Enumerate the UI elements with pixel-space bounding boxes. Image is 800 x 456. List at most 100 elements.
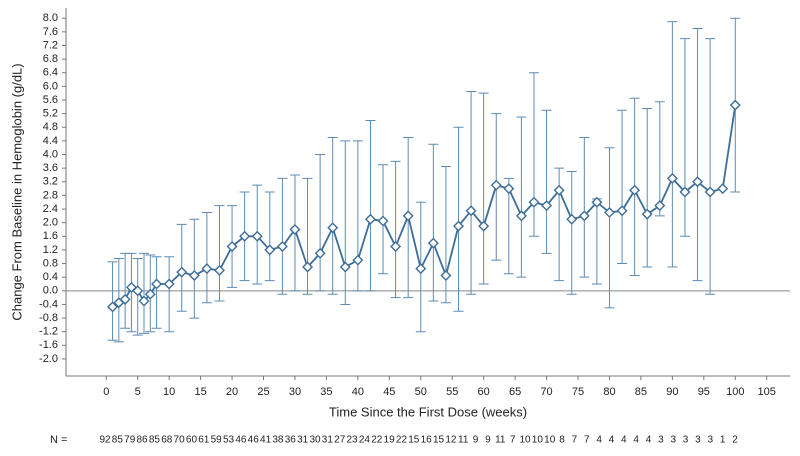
x-tick-label: 80 bbox=[603, 386, 615, 398]
n-value: 53 bbox=[223, 435, 235, 446]
n-value: 3 bbox=[683, 435, 689, 446]
data-marker bbox=[377, 215, 389, 227]
n-value: 3 bbox=[708, 435, 714, 446]
y-tick-label: 5.2 bbox=[43, 108, 58, 120]
y-tick-label: 2.8 bbox=[43, 189, 58, 201]
x-tick-label: 95 bbox=[698, 386, 710, 398]
error-bar bbox=[151, 256, 162, 329]
data-marker bbox=[440, 269, 452, 281]
data-marker bbox=[704, 186, 716, 198]
y-tick-label: -2.0 bbox=[39, 353, 58, 365]
error-bar bbox=[138, 252, 149, 334]
y-tick-label: 1.2 bbox=[43, 244, 58, 256]
error-bar bbox=[164, 256, 175, 333]
n-value: 3 bbox=[658, 435, 664, 446]
error-bar bbox=[264, 191, 275, 282]
data-marker bbox=[151, 278, 163, 290]
y-tick-label: 6.0 bbox=[43, 80, 58, 92]
x-tick-label: 65 bbox=[509, 386, 521, 398]
y-tick-label: 3.2 bbox=[43, 176, 58, 188]
error-bar bbox=[390, 160, 401, 299]
data-marker bbox=[289, 223, 301, 235]
data-marker bbox=[132, 285, 144, 297]
n-value: 19 bbox=[384, 435, 396, 446]
error-bar bbox=[428, 143, 439, 302]
n-value: 4 bbox=[596, 435, 602, 446]
error-bar bbox=[503, 177, 514, 275]
n-value: 59 bbox=[211, 435, 223, 446]
error-bar bbox=[277, 177, 288, 295]
x-tick-label: 35 bbox=[320, 386, 332, 398]
n-value: 68 bbox=[161, 435, 173, 446]
x-tick-label: 70 bbox=[540, 386, 552, 398]
y-tick-label: 6.4 bbox=[43, 67, 58, 79]
data-marker bbox=[566, 213, 578, 225]
error-bar bbox=[302, 177, 313, 295]
y-tick-label: 4.4 bbox=[43, 135, 58, 147]
x-axis-title: Time Since the First Dose (weeks) bbox=[329, 404, 527, 419]
n-value: 15 bbox=[408, 435, 420, 446]
n-value: 11 bbox=[495, 435, 506, 446]
n-value: 85 bbox=[149, 435, 161, 446]
n-value: 4 bbox=[609, 435, 615, 446]
data-marker bbox=[515, 210, 527, 222]
error-bar bbox=[579, 136, 590, 278]
data-marker bbox=[302, 261, 314, 273]
x-tick-label: 25 bbox=[257, 386, 269, 398]
n-value: 10 bbox=[519, 435, 531, 446]
n-value: 4 bbox=[633, 435, 639, 446]
error-bar bbox=[214, 205, 225, 302]
n-value: 2 bbox=[732, 435, 738, 446]
data-marker bbox=[107, 301, 119, 313]
n-value: 85 bbox=[112, 435, 124, 446]
error-bar bbox=[453, 126, 464, 312]
n-value: 31 bbox=[322, 435, 334, 446]
y-tick-label: 4.8 bbox=[43, 121, 58, 133]
n-value: 7 bbox=[510, 435, 516, 446]
x-tick-label: 75 bbox=[572, 386, 584, 398]
n-value: 30 bbox=[309, 435, 321, 446]
n-value: 79 bbox=[124, 435, 136, 446]
data-marker bbox=[327, 222, 339, 234]
data-marker bbox=[541, 200, 553, 212]
n-value: 9 bbox=[485, 435, 491, 446]
x-tick-label: 100 bbox=[726, 386, 744, 398]
n-value: 10 bbox=[532, 435, 544, 446]
data-marker bbox=[603, 206, 615, 218]
data-marker bbox=[427, 237, 439, 249]
data-marker bbox=[503, 183, 515, 195]
error-bar bbox=[132, 257, 143, 336]
n-value: 22 bbox=[396, 435, 408, 446]
error-bar bbox=[591, 198, 602, 285]
n-value: 16 bbox=[421, 435, 433, 446]
y-tick-label: 5.6 bbox=[43, 94, 58, 106]
data-marker bbox=[402, 210, 414, 222]
n-value: 4 bbox=[621, 435, 627, 446]
n-value: 41 bbox=[260, 435, 272, 446]
y-tick-label: 0.0 bbox=[43, 285, 58, 297]
data-marker bbox=[578, 210, 590, 222]
data-marker bbox=[717, 183, 729, 195]
data-marker bbox=[616, 205, 628, 217]
y-axis-title: Change From Baseline in Hemoglobin (g/dL… bbox=[9, 63, 24, 320]
n-value: 38 bbox=[272, 435, 284, 446]
n-value: 8 bbox=[559, 435, 565, 446]
error-bar bbox=[679, 38, 690, 237]
error-bar bbox=[440, 165, 451, 304]
x-tick-label: 45 bbox=[383, 386, 395, 398]
data-marker bbox=[364, 213, 376, 225]
data-marker bbox=[654, 200, 666, 212]
x-tick-label: 50 bbox=[415, 386, 427, 398]
n-value: 70 bbox=[174, 435, 186, 446]
data-marker bbox=[692, 176, 704, 188]
error-bar bbox=[516, 116, 527, 278]
error-bar bbox=[340, 140, 351, 305]
n-value: 3 bbox=[670, 435, 676, 446]
error-bar bbox=[667, 21, 678, 268]
data-line bbox=[112, 104, 737, 308]
error-bar bbox=[541, 109, 552, 254]
y-tick-label: 7.6 bbox=[43, 26, 58, 38]
y-tick-label: 1.6 bbox=[43, 230, 58, 242]
x-tick-label: 85 bbox=[635, 386, 647, 398]
